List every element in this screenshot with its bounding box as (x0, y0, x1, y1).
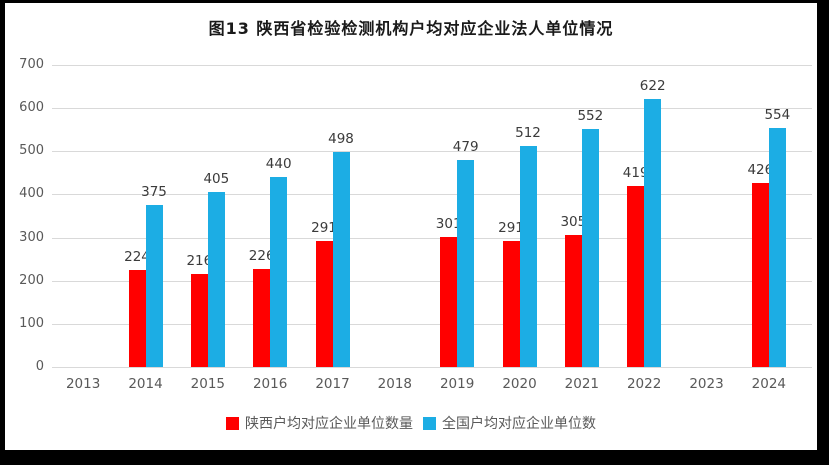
y-axis-tick-label: 500 (19, 143, 44, 159)
y-axis-tick-label: 400 (19, 186, 44, 202)
legend-item-shaanxi: 陕西户均对应企业单位数量 (226, 413, 413, 433)
bar-shaanxi-2015 (190, 273, 208, 367)
bar-shaanxi-2016 (253, 269, 271, 367)
gridline-y300 (52, 237, 812, 239)
bar-value-label: 498 (328, 131, 354, 148)
plot-area: 0 100 200 300 400 500 600 700 2013 2014 224 375 2015… (5, 3, 817, 450)
bar-shaanxi-2014 (128, 270, 146, 367)
bar-shaanxi-2021 (564, 235, 582, 367)
bar-value-label: 419 (622, 165, 649, 182)
y-axis-tick-label: 0 (35, 359, 44, 374)
bar-value-label: 512 (515, 125, 541, 142)
bar-value-label: 622 (639, 77, 666, 94)
y-axis-tick-label: 200 (19, 272, 44, 288)
bar-national-2020 (519, 146, 537, 367)
y-axis-tick-label: 100 (19, 315, 44, 331)
gridline-y500 (52, 151, 812, 153)
x-axis-tick-label: 2014 (128, 376, 163, 392)
bar-national-2021 (581, 128, 599, 367)
gridline-y0 (52, 367, 812, 368)
bar-national-2022 (644, 98, 662, 367)
legend-swatch-red-icon (226, 416, 239, 430)
bar-value-label: 479 (452, 139, 479, 156)
x-axis-tick-label: 2020 (502, 376, 537, 392)
bar-national-2024 (768, 127, 786, 367)
bar-value-label: 552 (577, 107, 604, 124)
bar-value-label: 426 (747, 162, 774, 179)
chart-title: 图13 陕西省检验检测机构户均对应企业法人单位情况 (208, 19, 614, 38)
x-axis-tick-label: 2016 (252, 376, 288, 392)
gridline-y700 (52, 65, 812, 66)
chart-canvas: 图13 陕西省检验检测机构户均对应企业法人单位情况 0 100 200 300 400 5… (5, 3, 817, 450)
bar-national-2019 (457, 160, 475, 367)
bar-national-2015 (207, 192, 225, 367)
bar-shaanxi-2017 (315, 241, 333, 367)
bar-national-2014 (145, 205, 163, 367)
gridline-y200 (52, 280, 812, 282)
bar-value-label: 216 (186, 252, 213, 269)
bar-value-label: 305 (560, 214, 587, 231)
x-axis-tick-label: 2023 (689, 376, 724, 392)
y-axis-tick-label: 700 (19, 57, 44, 72)
x-axis-tick-label: 2018 (377, 376, 412, 392)
bar-shaanxi-2020 (502, 241, 520, 367)
legend-label-national: 全国户均对应企业单位数 (442, 416, 596, 432)
x-axis-tick-label: 2021 (564, 376, 599, 392)
x-axis-tick-label: 2013 (65, 376, 101, 392)
x-axis-tick-label: 2022 (626, 376, 662, 392)
bar-value-label: 554 (764, 106, 791, 123)
y-axis-tick-label: 600 (19, 100, 44, 116)
x-axis-tick-label: 2015 (190, 376, 225, 392)
gridline-y600 (52, 108, 812, 110)
gridline-y400 (52, 194, 812, 196)
bar-shaanxi-2022 (627, 186, 645, 367)
bar-value-label: 291 (311, 220, 337, 237)
bar-value-label: 224 (124, 249, 150, 266)
legend: 陕西户均对应企业单位数量 全国户均对应企业单位数 (5, 413, 817, 433)
x-axis-tick-label: 2017 (315, 376, 350, 392)
bar-value-label: 375 (141, 184, 167, 201)
bar-value-label: 301 (435, 216, 462, 233)
bar-shaanxi-2019 (440, 237, 458, 367)
bar-value-label: 440 (265, 156, 292, 173)
legend-label-shaanxi: 陕西户均对应企业单位数量 (245, 416, 413, 432)
bar-national-2017 (332, 152, 350, 367)
x-axis-tick-label: 2024 (751, 376, 786, 392)
bar-shaanxi-2024 (751, 183, 769, 367)
legend-swatch-blue-icon (423, 416, 436, 430)
gridline-y100 (52, 323, 812, 325)
bar-value-label: 291 (498, 220, 524, 237)
legend-item-national: 全国户均对应企业单位数 (423, 413, 596, 433)
bar-value-label: 405 (203, 171, 230, 188)
y-axis-tick-label: 300 (19, 229, 44, 245)
bar-value-label: 226 (248, 248, 275, 265)
x-axis-tick-label: 2019 (439, 376, 475, 392)
bar-national-2016 (270, 177, 288, 367)
